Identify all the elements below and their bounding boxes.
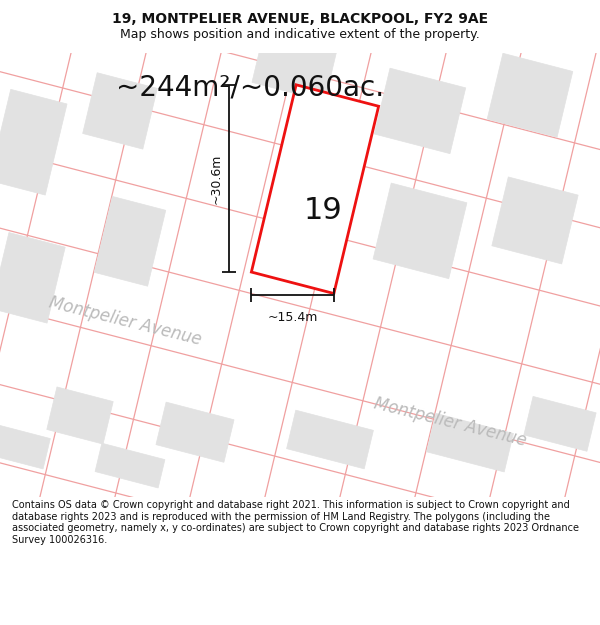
Text: 19: 19: [304, 196, 343, 224]
Polygon shape: [427, 413, 514, 472]
Text: ~244m²/~0.060ac.: ~244m²/~0.060ac.: [116, 74, 384, 102]
Polygon shape: [156, 402, 234, 462]
Polygon shape: [251, 85, 379, 294]
Text: Map shows position and indicative extent of the property.: Map shows position and indicative extent…: [120, 28, 480, 41]
Polygon shape: [374, 68, 466, 154]
Text: Contains OS data © Crown copyright and database right 2021. This information is : Contains OS data © Crown copyright and d…: [12, 500, 579, 545]
Polygon shape: [373, 183, 467, 279]
Polygon shape: [47, 387, 113, 444]
Polygon shape: [524, 396, 596, 451]
Polygon shape: [83, 72, 157, 149]
Polygon shape: [94, 196, 166, 286]
Text: ~15.4m: ~15.4m: [268, 311, 318, 324]
Text: Montpelier Avenue: Montpelier Avenue: [47, 294, 203, 349]
Polygon shape: [487, 53, 573, 138]
Text: Montpelier Avenue: Montpelier Avenue: [372, 394, 528, 449]
Polygon shape: [0, 89, 67, 195]
Polygon shape: [0, 232, 65, 323]
Polygon shape: [287, 410, 373, 469]
Polygon shape: [492, 177, 578, 264]
Polygon shape: [0, 424, 50, 469]
Polygon shape: [95, 443, 165, 488]
Text: ~30.6m: ~30.6m: [210, 153, 223, 204]
Polygon shape: [252, 27, 338, 101]
Text: 19, MONTPELIER AVENUE, BLACKPOOL, FY2 9AE: 19, MONTPELIER AVENUE, BLACKPOOL, FY2 9A…: [112, 11, 488, 26]
